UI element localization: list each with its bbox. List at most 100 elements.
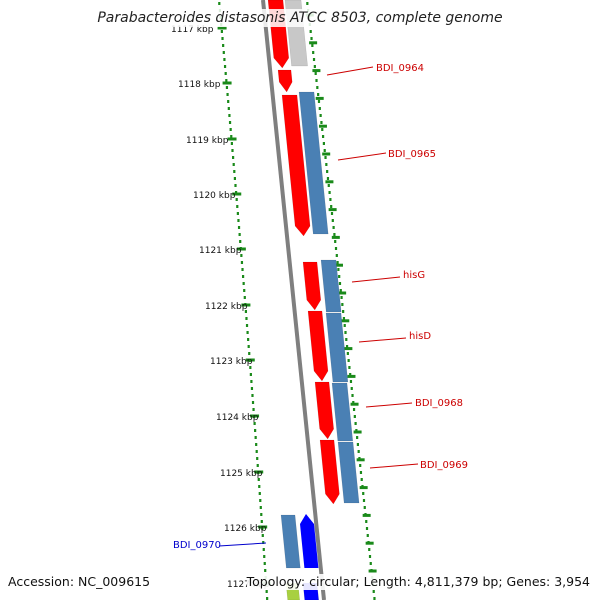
- outer-dot: [306, 2, 309, 5]
- outer-dot: [311, 44, 314, 47]
- genome-backbone-line: [261, 0, 326, 600]
- outer-tick-mark: [322, 152, 331, 156]
- leader-line-bdi-0970: [218, 542, 267, 547]
- scale-dot: [230, 142, 233, 145]
- outer-dot: [321, 128, 324, 131]
- gene-feature-reverse: [325, 312, 349, 383]
- outer-dot: [349, 380, 353, 383]
- outer-dot: [317, 100, 321, 103]
- scale-dot: [260, 520, 263, 523]
- scale-tick-mark: [245, 358, 255, 362]
- scale-dot: [228, 114, 231, 117]
- scale-dot: [222, 44, 225, 47]
- gene-label-bdi-0969[interactable]: BDI_0969: [420, 460, 468, 471]
- gene-feature-reverse: [331, 382, 354, 442]
- outer-dot: [353, 415, 356, 418]
- outer-dot: [348, 366, 351, 369]
- outer-dot: [329, 198, 332, 201]
- scale-dot: [236, 205, 239, 208]
- scale-dot: [236, 212, 239, 215]
- outer-dot: [337, 268, 340, 271]
- scale-tick-mark: [232, 192, 242, 196]
- scale-dot: [233, 177, 237, 180]
- scale-label-1117: 1117 kbp: [171, 25, 214, 35]
- outer-dot: [357, 450, 360, 453]
- page-title: Parabacteroides distasonis ATCC 8503, co…: [0, 9, 600, 27]
- scale-label-1126: 1126 kbp: [224, 524, 267, 534]
- outer-dot: [346, 352, 349, 355]
- scale-label-1125: 1125 kbp: [220, 469, 263, 479]
- outer-dot: [315, 79, 318, 82]
- scale-dot: [260, 513, 263, 516]
- outer-dot: [319, 114, 322, 117]
- leader-line-bdi-0965: [337, 152, 387, 161]
- outer-dot: [338, 282, 342, 285]
- scale-tick-mark: [222, 81, 232, 85]
- scale-dot: [244, 310, 248, 313]
- gene-feature-blue: [300, 514, 319, 568]
- scale-dot: [254, 436, 257, 439]
- scale-dot: [250, 387, 254, 390]
- outer-dot: [330, 212, 334, 215]
- outer-dot: [333, 233, 336, 236]
- gene-label-bdi-0968[interactable]: BDI_0968: [415, 398, 463, 409]
- outer-dot: [325, 163, 328, 166]
- scale-dot: [247, 345, 250, 348]
- outer-dot: [359, 464, 362, 467]
- scale-tick-marks: [217, 26, 272, 585]
- gene-feature-forward: [319, 439, 340, 505]
- outer-dot: [344, 331, 347, 334]
- scale-dot: [259, 506, 262, 509]
- outer-dot: [326, 177, 330, 180]
- outer-dot: [317, 93, 320, 96]
- outer-dot: [320, 121, 323, 124]
- outer-tick-mark: [353, 430, 362, 434]
- scale-dot: [221, 37, 224, 40]
- outer-tick-mark: [309, 41, 318, 45]
- outer-dot: [334, 240, 337, 243]
- outer-dot: [372, 590, 375, 593]
- scale-dot: [259, 499, 262, 502]
- outer-dot: [324, 156, 327, 159]
- scale-dot: [223, 58, 226, 61]
- outer-dot: [328, 191, 331, 194]
- gene-label-bdi-0970[interactable]: BDI_0970: [173, 540, 221, 551]
- outer-dot: [365, 527, 369, 530]
- scale-label-1124: 1124 kbp: [216, 413, 259, 423]
- outer-dot: [314, 72, 317, 75]
- scale-dot: [223, 65, 227, 68]
- gene-label-hisg[interactable]: hisG: [403, 270, 425, 281]
- outer-tick-mark: [334, 263, 343, 267]
- scale-dot: [231, 156, 235, 159]
- outer-dot: [323, 149, 326, 152]
- outer-dot: [356, 436, 359, 439]
- scale-dot: [251, 394, 254, 397]
- leader-line-bdi-0969: [369, 463, 419, 469]
- scale-dot: [226, 93, 229, 96]
- gene-feature-reverse: [298, 91, 329, 235]
- scale-dot: [252, 408, 255, 411]
- outer-dot: [360, 478, 363, 481]
- scale-dot: [242, 282, 245, 285]
- gene-label-bdi-0964[interactable]: BDI_0964: [376, 63, 424, 74]
- scale-dot: [263, 562, 266, 565]
- gene-label-hisd[interactable]: hisD: [409, 331, 431, 342]
- outer-tick-mark: [362, 513, 371, 517]
- scale-dot: [248, 352, 251, 355]
- outer-tick-mark: [347, 374, 356, 378]
- gene-feature-reverse: [320, 259, 342, 313]
- scale-dot: [253, 422, 256, 425]
- scale-dot: [266, 597, 269, 600]
- outer-dot: [352, 408, 356, 411]
- gene-label-bdi-0965[interactable]: BDI_0965: [388, 149, 436, 160]
- scale-dot: [237, 219, 240, 222]
- scale-dot: [220, 30, 223, 33]
- scale-label-1123: 1123 kbp: [210, 357, 253, 367]
- outer-dot: [362, 492, 365, 495]
- scale-dot: [241, 268, 244, 271]
- gene-feature-reverse: [337, 441, 360, 504]
- scale-dot: [257, 478, 260, 481]
- scale-dot: [225, 86, 229, 89]
- scale-dot: [255, 450, 258, 453]
- outer-dot: [330, 205, 333, 208]
